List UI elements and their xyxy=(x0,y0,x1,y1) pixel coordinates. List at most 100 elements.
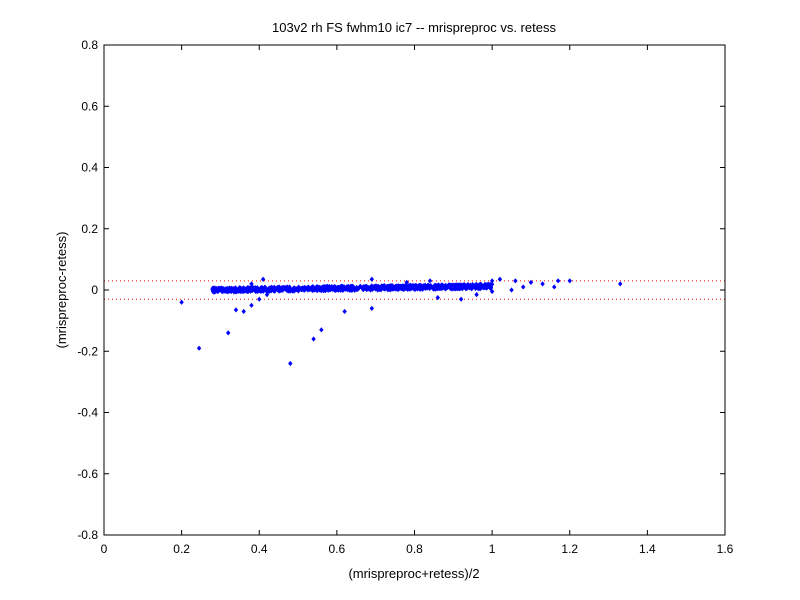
data-point xyxy=(302,287,307,293)
data-point xyxy=(497,276,503,282)
data-point xyxy=(415,286,420,292)
data-point xyxy=(233,285,238,291)
data-point xyxy=(291,288,297,294)
data-point xyxy=(244,285,249,292)
data-point xyxy=(250,287,255,293)
data-point xyxy=(430,285,436,291)
data-point xyxy=(339,283,344,290)
data-point xyxy=(336,284,341,290)
data-point xyxy=(327,286,333,293)
x-axis: 0 0.2 0.4 0.6 0.8 1 1.2 1.4 1.6 xyxy=(101,45,734,556)
data-point xyxy=(227,286,233,292)
data-point xyxy=(404,279,409,285)
data-point xyxy=(369,276,375,282)
data-point xyxy=(480,284,485,290)
data-point xyxy=(449,286,455,292)
data-point xyxy=(393,283,398,290)
x-tick-label: 0 xyxy=(101,542,108,556)
data-point xyxy=(224,288,229,294)
data-point xyxy=(393,286,398,292)
data-point xyxy=(371,285,376,291)
data-point xyxy=(264,288,269,294)
data-point xyxy=(231,286,236,292)
data-point xyxy=(369,305,375,311)
data-point xyxy=(410,282,416,288)
data-point xyxy=(237,285,242,291)
x-tick-label: 1.2 xyxy=(561,542,578,556)
data-point xyxy=(307,285,312,292)
data-point xyxy=(271,286,276,292)
y-tick-label: -0.6 xyxy=(77,467,98,481)
data-point xyxy=(317,287,322,293)
data-point xyxy=(357,284,362,291)
data-point xyxy=(179,299,184,305)
data-point xyxy=(342,308,347,315)
data-point xyxy=(540,281,545,287)
data-point xyxy=(400,283,406,289)
data-point xyxy=(215,288,220,294)
data-point xyxy=(196,345,202,351)
data-point xyxy=(319,327,324,333)
y-tick-label: -0.2 xyxy=(77,344,98,358)
data-point xyxy=(475,282,480,288)
data-point xyxy=(249,302,254,308)
data-point xyxy=(520,284,526,290)
data-point xyxy=(249,281,254,287)
x-tick-label: 1.4 xyxy=(639,542,656,556)
data-point xyxy=(460,284,465,290)
data-point xyxy=(216,286,222,292)
data-point xyxy=(341,284,347,290)
data-point xyxy=(276,285,281,291)
data-point xyxy=(405,284,410,290)
data-point xyxy=(224,285,230,292)
data-point xyxy=(381,285,386,292)
data-point xyxy=(295,287,301,293)
data-point xyxy=(420,283,426,290)
data-point xyxy=(286,288,292,294)
data-point xyxy=(528,279,534,285)
x-tick-label: 0.6 xyxy=(329,542,346,556)
y-tick-label: -0.4 xyxy=(77,406,98,420)
chart-title: 103v2 rh FS fwhm10 ic7 -- mrispreproc vs… xyxy=(272,20,556,35)
y-tick-label: 0.4 xyxy=(81,161,98,175)
data-point xyxy=(264,291,270,298)
data-point xyxy=(233,307,239,313)
x-tick-label: 1.6 xyxy=(717,542,734,556)
data-point xyxy=(287,284,292,291)
data-point xyxy=(349,285,354,291)
data-point xyxy=(485,282,491,288)
data-point xyxy=(344,284,350,291)
data-point xyxy=(509,287,514,293)
y-tick-label: 0.6 xyxy=(81,99,98,113)
data-point xyxy=(425,284,430,290)
y-tick-label: 0 xyxy=(91,283,98,297)
data-point xyxy=(260,276,266,282)
data-point xyxy=(360,285,365,291)
y-axis: 0.8 0.6 0.4 0.2 0 -0.2 -0.4 -0.6 -0.8 xyxy=(77,38,725,542)
data-point xyxy=(489,288,495,295)
data-point xyxy=(450,282,456,288)
data-point xyxy=(240,287,246,293)
data-point xyxy=(435,295,440,301)
data-point xyxy=(390,283,395,289)
data-point xyxy=(210,286,215,293)
data-point xyxy=(513,278,518,284)
data-point xyxy=(246,288,251,294)
data-point xyxy=(488,282,494,289)
data-point xyxy=(257,296,262,302)
data-point xyxy=(281,286,286,292)
data-point xyxy=(567,278,572,284)
data-point xyxy=(374,283,380,289)
data-point xyxy=(234,287,239,294)
data-point xyxy=(474,291,479,298)
data-point xyxy=(618,281,623,287)
data-point xyxy=(288,360,293,367)
x-tick-label: 0.8 xyxy=(406,542,423,556)
data-point xyxy=(229,287,234,293)
data-point xyxy=(417,286,423,292)
data-point xyxy=(552,284,557,290)
data-point xyxy=(439,285,444,291)
data-point xyxy=(309,284,315,290)
data-point xyxy=(555,278,561,284)
